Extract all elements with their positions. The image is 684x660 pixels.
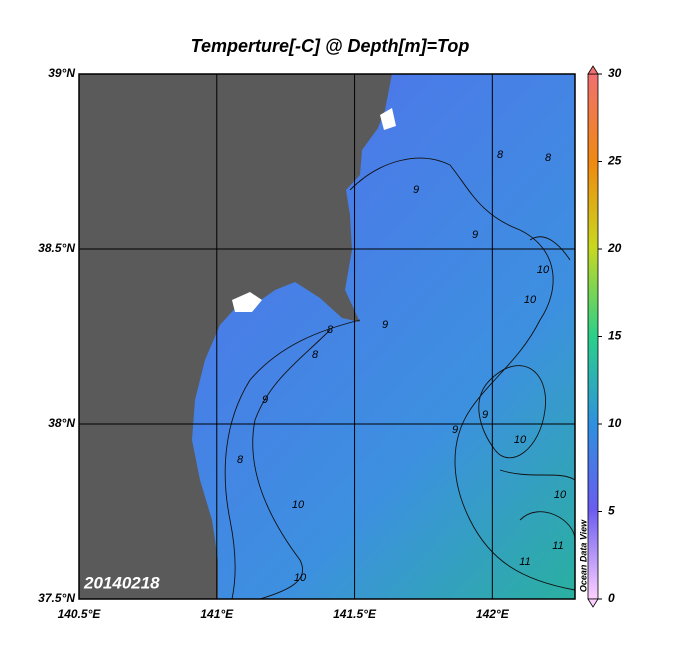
- lon-tick-label: 141°E: [200, 607, 234, 621]
- contour-label: 9: [262, 394, 268, 406]
- contour-label: 8: [237, 454, 244, 466]
- contour-line: [224, 319, 361, 599]
- missing-data: [380, 108, 396, 130]
- contour-label: 9: [482, 409, 488, 421]
- contour-label: 9: [472, 229, 478, 241]
- colorbar-tick-label: 5: [608, 504, 615, 518]
- lat-tick-label: 39°N: [48, 66, 75, 80]
- contour-label: 11: [519, 556, 530, 568]
- colorbar: [587, 73, 599, 600]
- contour-line: [478, 365, 546, 459]
- lon-tick-label: 142°E: [476, 607, 510, 621]
- missing-data: [232, 292, 262, 312]
- date-label: 20140218: [83, 573, 160, 592]
- lat-tick-label: 38.5°N: [38, 241, 75, 255]
- colorbar-tick-label: 20: [607, 241, 622, 255]
- colorbar-tick-label: 0: [608, 591, 615, 605]
- contour-label: 9: [382, 319, 388, 331]
- contour-label: 9: [413, 184, 419, 196]
- contour-label: 8: [497, 149, 504, 161]
- lon-tick-label: 141.5°E: [333, 607, 377, 621]
- map-title: Temperture[-C] @ Depth[m]=Top: [191, 36, 470, 56]
- contour-label: 10: [524, 294, 537, 306]
- colorbar-tick-label: 25: [607, 154, 622, 168]
- colorbar-cap: [587, 65, 599, 75]
- colorbar-tick-label: 15: [608, 329, 622, 343]
- contour-label: 9: [452, 424, 458, 436]
- contour-label: 10: [294, 572, 307, 584]
- contour-label: 10: [292, 499, 305, 511]
- contour-label: 8: [327, 324, 334, 336]
- colorbar-cap: [587, 598, 599, 608]
- lon-tick-label: 140.5°E: [58, 607, 102, 621]
- watermark: Ocean Data View: [578, 519, 588, 592]
- map-frame: [78, 73, 576, 600]
- contour-line: [252, 329, 331, 599]
- contour-label: 11: [552, 540, 563, 552]
- colorbar-tick-label: 30: [608, 66, 622, 80]
- land: [79, 74, 392, 599]
- contour-label: 8: [545, 152, 552, 164]
- lat-tick-label: 38°N: [48, 416, 75, 430]
- contour-line: [499, 469, 575, 481]
- contour-label: 10: [554, 489, 567, 501]
- contour-line: [349, 157, 575, 591]
- colorbar-tick-label: 10: [608, 416, 622, 430]
- contour-label: 10: [537, 264, 550, 276]
- contour-label: 8: [312, 349, 319, 361]
- lat-tick-label: 37.5°N: [38, 591, 75, 605]
- contour-line: [529, 236, 571, 261]
- contour-line: [519, 511, 575, 541]
- contour-label: 10: [514, 434, 527, 446]
